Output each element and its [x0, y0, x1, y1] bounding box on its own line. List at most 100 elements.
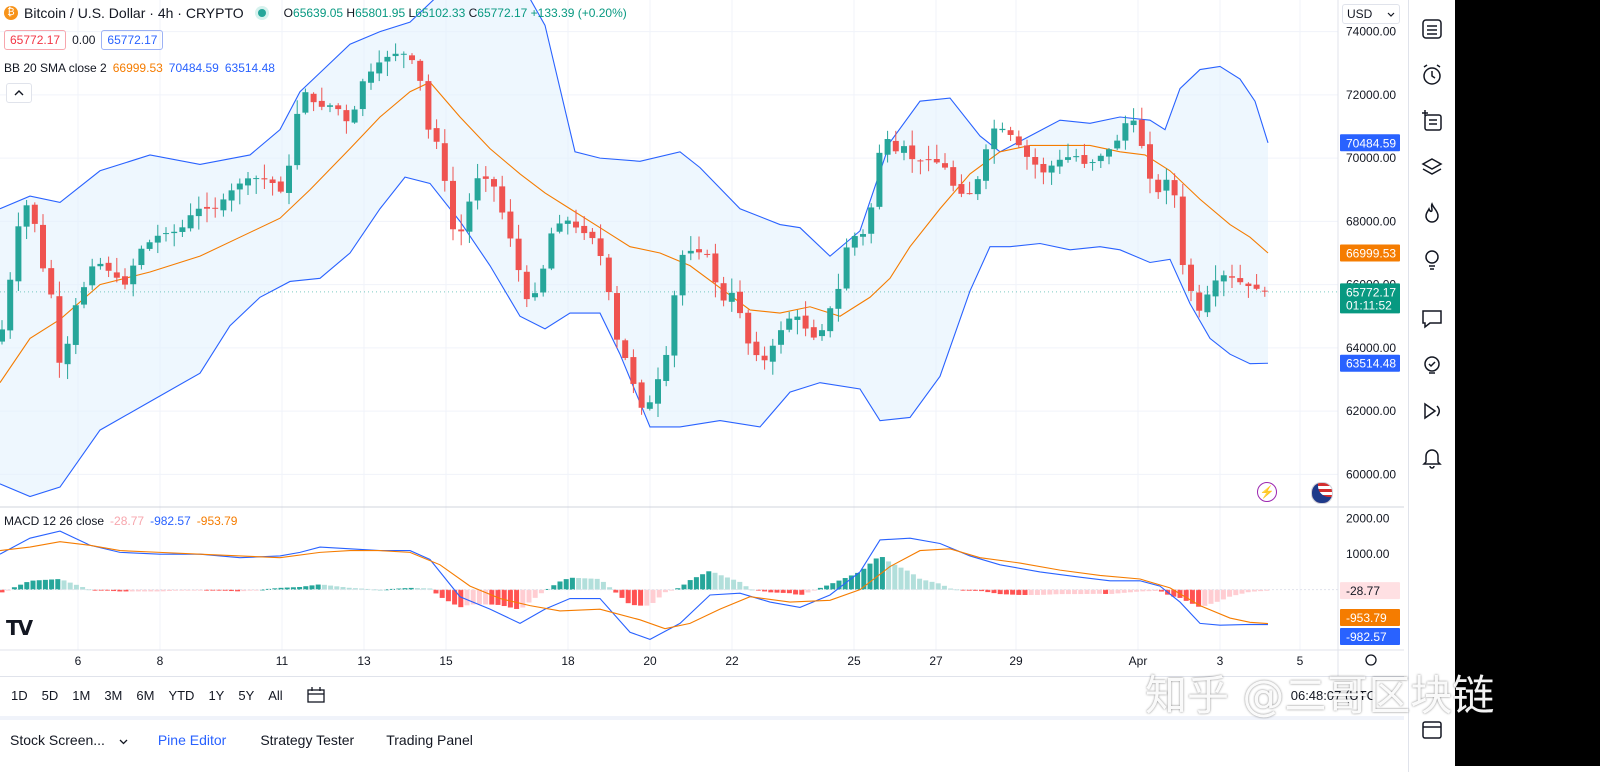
macd-histogram-bar	[1065, 589, 1071, 595]
candle-body	[1081, 155, 1088, 164]
bb-legend-label[interactable]: BB 20 SMA close 2	[4, 61, 107, 75]
macd-signal-badge: -953.79	[1346, 611, 1387, 625]
tab-pine-editor[interactable]: Pine Editor	[157, 732, 227, 748]
macd-histogram-bar	[743, 586, 749, 590]
macd-histogram-bar	[644, 589, 650, 606]
candle-body	[1245, 283, 1252, 287]
bottom-panel-tabs: Stock Screen... Pine Editor Strategy Tes…	[0, 716, 1404, 760]
calendar-range-icon	[307, 687, 325, 703]
candle-body	[802, 315, 809, 329]
utc-clock[interactable]: 06:48:07 (UTC	[1290, 687, 1376, 703]
range-button-1y[interactable]: 1Y	[208, 687, 225, 703]
macd-histogram-bar	[383, 589, 389, 591]
change-value: +133.39 (+0.20%)	[530, 6, 627, 20]
candle-body	[753, 341, 760, 356]
macd-histogram-bar	[1208, 589, 1214, 604]
date-range-bar: 1D 5D 1M 3M 6M YTD 1Y 5Y All 06:48:07 (UTC	[0, 676, 1404, 713]
macd-histogram-bar	[402, 588, 408, 590]
candle-body	[253, 178, 260, 180]
buy-price[interactable]: 65772.17	[101, 30, 164, 50]
hotlist-button[interactable]	[1415, 196, 1449, 230]
macd-histogram-bar	[1127, 589, 1133, 593]
candle-body	[7, 279, 14, 331]
stream-button[interactable]	[1415, 394, 1449, 428]
tab-strategy-tester[interactable]: Strategy Tester	[260, 732, 355, 748]
minds-button[interactable]	[1415, 348, 1449, 382]
macd-histogram-bar	[111, 589, 117, 592]
macd-histogram-bar	[346, 587, 352, 590]
candle-body	[384, 56, 391, 62]
candle-body	[458, 229, 465, 232]
macd-histogram-bar	[55, 579, 61, 590]
calendar-button[interactable]	[1415, 712, 1449, 746]
notifications-bell-icon	[1422, 449, 1442, 469]
candle-body	[1253, 284, 1260, 289]
date-range-picker-button[interactable]	[306, 686, 326, 704]
add-list-button[interactable]	[1415, 104, 1449, 138]
macd-pane	[0, 530, 1338, 640]
candle-body	[302, 92, 309, 113]
macd-signal-line	[0, 541, 1269, 630]
stream-play-icon	[1424, 402, 1440, 420]
sell-price[interactable]: 65772.17	[4, 30, 67, 50]
range-button-1d[interactable]: 1D	[11, 687, 28, 703]
symbol-title[interactable]: Bitcoin / U.S. Dollar · 4h · CRYPTO	[24, 5, 244, 21]
notifications-button[interactable]	[1415, 440, 1449, 474]
bollinger-bands	[0, 0, 1338, 498]
tab-trading-panel[interactable]: Trading Panel	[386, 732, 473, 748]
macd-histogram-bar	[303, 586, 309, 590]
collapse-legend-button[interactable]	[6, 83, 32, 103]
candlesticks	[0, 43, 1268, 418]
range-button-5d[interactable]: 5D	[41, 687, 59, 703]
chevron-up-icon	[14, 90, 24, 96]
range-button-3m[interactable]: 3M	[104, 687, 123, 703]
macd-histogram-bar	[433, 589, 439, 594]
macd-signal-badge-bg	[1340, 609, 1400, 627]
us-flag-icon[interactable]	[1311, 482, 1333, 504]
price-tick-label: 68000.00	[1346, 214, 1396, 228]
candle-body	[138, 248, 145, 266]
macd-histogram-bar	[824, 585, 830, 590]
layers-button[interactable]	[1415, 150, 1449, 184]
candle-body	[622, 340, 629, 358]
watchlist-button[interactable]	[1415, 12, 1449, 46]
time-tick-label: 8	[157, 654, 164, 668]
range-button-all[interactable]: All	[268, 687, 283, 703]
macd-histogram-bar	[1140, 589, 1146, 592]
range-button-6m[interactable]: 6M	[136, 687, 155, 703]
macd-histogram-bar	[1233, 589, 1239, 596]
candle-body	[425, 81, 432, 130]
macd-line-badge: -982.57	[1346, 630, 1387, 644]
range-button-1m[interactable]: 1M	[72, 687, 91, 703]
macd-histogram-bar	[483, 589, 489, 605]
last-price-badge-countdown: 01:11:52	[1346, 298, 1392, 312]
chart-canvas[interactable]: 74000.0072000.0070000.0068000.0066000.00…	[0, 0, 1404, 676]
bb-basis-value: 66999.53	[112, 61, 163, 75]
bitcoin-icon: ₿	[4, 6, 18, 20]
macd-legend-label[interactable]: MACD 12 26 close	[4, 514, 105, 528]
chat-button[interactable]	[1415, 302, 1449, 336]
macd-histogram-bar	[594, 578, 600, 590]
time-tick-label: 29	[1009, 654, 1023, 668]
ideas-button[interactable]	[1415, 242, 1449, 276]
alerts-button[interactable]	[1415, 58, 1449, 92]
currency-select[interactable]: USD	[1342, 4, 1400, 24]
macd-histogram-bar	[1146, 589, 1152, 592]
range-button-ytd[interactable]: YTD	[168, 687, 195, 703]
macd-histogram-bar	[538, 589, 544, 594]
candle-body	[220, 199, 227, 211]
bid-ask-row: 65772.17 0.00 65772.17	[4, 30, 164, 50]
tab-stock-screener[interactable]: Stock Screen...	[0, 732, 144, 748]
bb-upper-badge-bg	[1340, 134, 1400, 152]
tradingview-logo[interactable]: TV	[6, 616, 33, 640]
macd-histogram-bar	[36, 580, 42, 590]
macd-histogram-bar	[18, 584, 24, 590]
candle-body	[974, 179, 981, 195]
lightning-icon[interactable]: ⚡	[1257, 482, 1277, 502]
range-button-5y[interactable]: 5Y	[238, 687, 255, 703]
macd-histogram-bar	[92, 589, 98, 591]
candle-body	[491, 179, 497, 187]
candle-body	[294, 113, 301, 166]
macd-histogram-bar	[898, 567, 904, 590]
candle-body	[950, 167, 957, 186]
